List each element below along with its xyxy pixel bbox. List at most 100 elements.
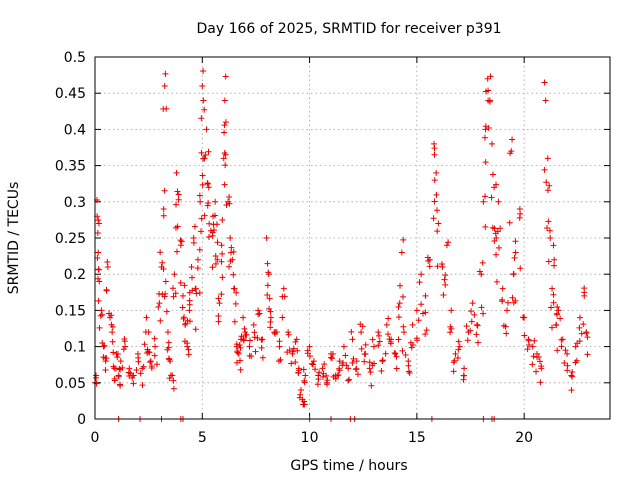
- data-point: [361, 351, 368, 358]
- data-point: [220, 155, 227, 162]
- data-point: [415, 317, 422, 324]
- data-point: [170, 293, 177, 300]
- data-point: [488, 140, 495, 147]
- data-point: [196, 246, 203, 253]
- data-point: [209, 264, 216, 271]
- data-point: [292, 359, 299, 366]
- data-point: [545, 218, 552, 225]
- data-point: [211, 212, 218, 219]
- data-point: [491, 225, 498, 232]
- data-point: [395, 303, 402, 310]
- data-point: [554, 347, 561, 354]
- x-axis-label: GPS time / hours: [290, 458, 407, 474]
- data-point: [222, 162, 229, 169]
- data-point: [276, 338, 283, 345]
- data-point: [418, 301, 425, 308]
- data-point: [276, 343, 283, 350]
- plot-frame: [94, 56, 611, 420]
- data-point: [173, 169, 180, 176]
- data-point: [336, 365, 343, 372]
- data-point: [393, 365, 400, 372]
- data-point: [353, 358, 360, 365]
- data-point: [431, 151, 438, 158]
- data-point: [272, 330, 279, 337]
- data-point: [236, 342, 243, 349]
- data-point: [96, 324, 103, 331]
- data-point: [174, 223, 181, 230]
- data-point: [241, 325, 248, 332]
- data-point: [542, 97, 549, 104]
- data-point: [323, 372, 330, 379]
- data-point: [414, 337, 421, 344]
- data-point: [145, 348, 152, 355]
- data-point: [445, 239, 452, 246]
- data-point: [375, 329, 382, 336]
- data-point: [181, 314, 188, 321]
- data-point: [125, 369, 132, 376]
- data-point: [450, 368, 457, 375]
- data-point: [117, 358, 124, 365]
- data-point: [499, 285, 506, 292]
- data-point: [327, 354, 334, 361]
- data-point: [352, 366, 359, 373]
- data-point: [482, 159, 489, 166]
- data-point: [524, 346, 531, 353]
- data-point: [199, 181, 206, 188]
- data-point: [170, 385, 177, 392]
- data-point: [328, 355, 335, 362]
- x-tick-label: 15: [408, 430, 426, 446]
- data-point: [198, 149, 205, 156]
- data-point: [439, 263, 446, 270]
- data-point: [285, 329, 292, 336]
- data-point: [144, 349, 151, 356]
- data-point: [541, 79, 548, 86]
- data-point: [392, 350, 399, 357]
- data-point: [227, 249, 234, 256]
- data-point: [461, 372, 468, 379]
- data-point: [157, 317, 164, 324]
- data-point: [413, 307, 420, 314]
- data-point: [166, 356, 173, 363]
- data-point: [553, 310, 560, 317]
- data-point: [546, 182, 553, 189]
- data-point: [197, 228, 204, 235]
- data-point: [424, 254, 431, 261]
- data-point: [226, 263, 233, 270]
- data-point: [175, 191, 182, 198]
- data-point: [279, 293, 286, 300]
- data-point: [267, 318, 274, 325]
- data-point: [562, 347, 569, 354]
- y-tick-label: 0.45: [55, 86, 86, 102]
- data-point: [463, 323, 470, 330]
- data-point: [227, 235, 234, 241]
- data-point: [551, 256, 558, 263]
- data-point: [198, 215, 205, 222]
- data-point: [293, 336, 300, 343]
- data-point: [190, 239, 197, 246]
- data-point: [319, 373, 326, 380]
- data-point: [194, 265, 201, 272]
- data-point: [292, 338, 299, 345]
- y-tick-label: 0.25: [55, 231, 86, 247]
- data-point: [172, 290, 179, 297]
- x-tick-label: 10: [301, 430, 319, 446]
- data-point: [467, 327, 474, 334]
- data-point: [104, 263, 111, 270]
- data-point: [486, 98, 493, 105]
- data-point: [212, 260, 219, 267]
- data-point: [141, 341, 148, 348]
- data-point: [469, 300, 476, 307]
- data-point: [115, 373, 122, 380]
- data-point: [254, 334, 261, 341]
- data-point: [511, 254, 518, 261]
- data-point: [165, 339, 172, 346]
- data-point: [488, 194, 495, 201]
- data-point: [152, 343, 159, 350]
- data-point: [95, 217, 102, 224]
- data-point: [358, 329, 365, 336]
- data-point: [218, 242, 225, 249]
- data-point: [192, 286, 199, 293]
- data-point: [512, 249, 519, 256]
- data-point: [423, 327, 430, 334]
